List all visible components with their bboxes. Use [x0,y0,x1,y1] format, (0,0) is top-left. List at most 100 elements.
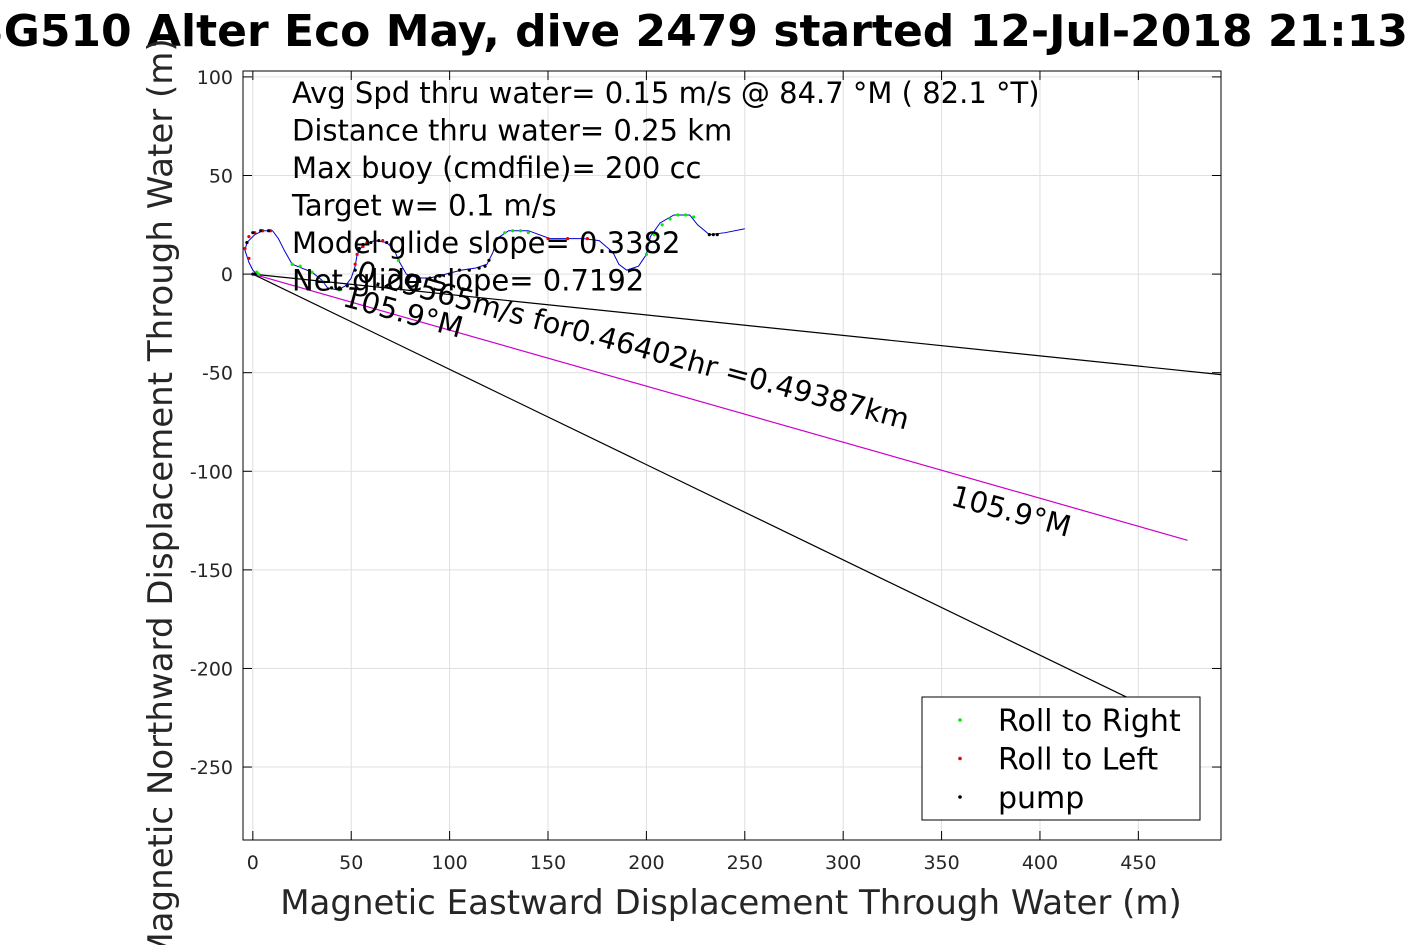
data-point [253,272,257,276]
data-point [715,233,719,237]
data-point [247,256,251,260]
data-point [337,286,342,290]
y-tick-label: -50 [202,363,233,385]
data-point [585,237,589,241]
data-point [483,264,487,268]
data-point [290,262,294,266]
data-point [707,233,711,237]
y-tick-label: -250 [190,757,233,779]
data-point [365,240,369,245]
legend-marker [958,756,962,761]
data-point [353,262,357,266]
legend-entry: Roll to Right [998,704,1181,739]
x-axis-label: Magnetic Eastward Displacement Through W… [280,883,1182,923]
data-point [546,237,550,241]
data-point [388,242,393,247]
data-point [396,258,401,262]
stats-line: Max buoy (cmdfile)= 200 cc [292,151,701,185]
data-point [255,270,259,274]
data-point [298,264,302,268]
x-tick-label: 100 [431,852,467,874]
legend-entry: pump [998,781,1084,816]
data-point [329,286,334,290]
data-point [487,258,491,262]
legend-marker [958,795,962,799]
x-tick-label: 200 [628,852,664,874]
stats-line: Net glide slope= 0.7192 [292,264,644,298]
axis-ticks: 0 50 100 150 200 250 300 350 400 450 100 50 0 -50 -100… [190,67,1221,874]
y-tick-label: 50 [209,166,233,188]
y-tick-label: 100 [197,67,233,89]
plot-frame [242,70,1222,841]
data-point [251,231,255,235]
x-tick-label: 450 [1120,852,1156,874]
data-point [345,284,349,288]
x-tick-label: 300 [825,852,861,874]
x-tick-label: 50 [339,852,363,874]
x-tick-label: 350 [923,852,959,874]
reference-line [252,273,1129,699]
data-point [259,229,263,233]
stats-text: Avg Spd thru water= 0.15 m/s @ 84.7 °M (… [291,76,1040,298]
data-point [428,276,432,280]
y-axis-label: Magnetic Northward Displacement Through … [141,38,181,945]
data-point [692,215,696,219]
data-point [361,242,365,247]
data-point [245,240,249,245]
data-point [385,240,389,245]
data-point [381,238,385,243]
stats-line: Avg Spd thru water= 0.15 m/s @ 84.7 °M (… [292,76,1040,110]
data-point [257,272,261,276]
data-point [668,217,672,221]
data-point [310,270,314,274]
legend-entry: Roll to Left [998,743,1158,778]
x-tick-label: 400 [1022,852,1058,874]
reference-lines [252,273,1221,699]
data-point [357,246,361,251]
data-point [266,229,271,233]
data-point [526,231,530,235]
y-tick-label: -200 [190,658,233,680]
data-point [644,252,649,256]
x-tick-label: 0 [247,852,259,874]
data-point [495,237,499,241]
stats-line: Distance thru water= 0.25 km [292,114,732,148]
data-point [518,229,523,233]
data-point [467,268,471,272]
reference-line [252,273,1221,376]
legend-box [921,696,1201,821]
data-point [477,266,481,270]
data-point [355,252,359,256]
data-point [660,223,664,227]
data-point [448,272,452,276]
data-point [684,213,688,217]
data-point [711,233,715,237]
chart-title: SG510 Alter Eco May, dive 2479 started 1… [0,6,1408,57]
data-point [377,238,381,243]
stats-line: Model glide slope= 0.3382 [292,226,680,260]
data-point [322,280,326,284]
legend-marker [958,718,962,722]
x-tick-label: 150 [530,852,566,874]
data-point [373,238,377,243]
data-point [400,250,404,255]
y-tick-label: -100 [190,461,233,483]
data-point [353,268,357,272]
stats-line: Target w= 0.1 m/s [291,189,557,223]
glider-track [244,214,745,291]
data-point [457,268,462,272]
data-point [566,237,570,241]
data-point [676,213,680,217]
data-point [369,240,373,245]
y-tick-label: 0 [221,264,233,286]
data-point [247,235,251,239]
track [244,214,745,291]
reference-line [252,273,1188,541]
data-point [503,231,507,235]
y-tick-label: -150 [190,560,233,582]
data-point [652,233,656,237]
x-tick-label: 250 [727,852,763,874]
data-point [438,274,442,278]
